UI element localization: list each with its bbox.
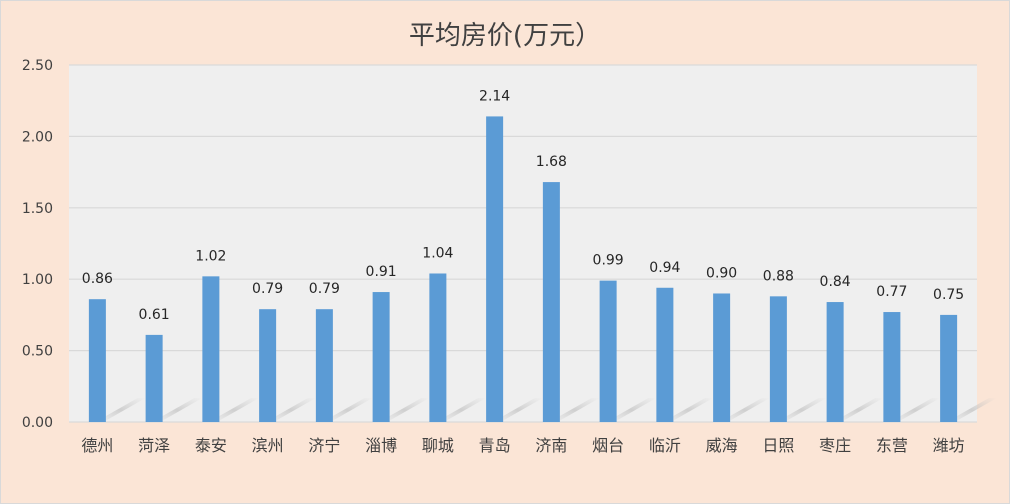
bar-shadow (889, 398, 941, 422)
x-category-label: 聊城 (422, 436, 454, 455)
bar-东营 (883, 312, 901, 422)
bar-日照 (769, 296, 787, 422)
bar-shadow (776, 398, 827, 422)
bar-威海 (713, 293, 731, 422)
bar-潍坊 (940, 314, 958, 422)
data-labels: 0.86 0.61 1.02 0.79 0.79 0.91 1.04 2.14 1.68 0.99… (82, 88, 964, 322)
bars (88, 116, 958, 423)
data-label: 0.86 (82, 271, 113, 287)
bar-shadow (379, 398, 430, 422)
x-category-label: 东营 (876, 436, 908, 455)
data-label: 0.84 (820, 274, 851, 290)
x-category-label: 潍坊 (933, 436, 965, 455)
bar-shadow (152, 398, 203, 422)
plot-area (69, 65, 977, 422)
y-tick-label: 1.50 (22, 201, 53, 217)
bar-聊城 (429, 273, 447, 422)
bar-烟台 (599, 280, 617, 422)
x-category-label: 日照 (762, 436, 794, 455)
data-label: 0.94 (649, 260, 680, 276)
bar-临沂 (656, 287, 674, 422)
bar-shadow (208, 398, 260, 422)
x-category-label: 烟台 (592, 436, 624, 455)
x-category-label: 淄博 (365, 436, 397, 455)
bar-shadow (662, 398, 714, 422)
bar-泰安 (202, 276, 220, 422)
data-label: 0.88 (763, 268, 794, 284)
bar-shadow (719, 398, 770, 422)
bar-shadow (435, 398, 487, 422)
bar-shadow (606, 398, 657, 422)
data-label: 0.99 (593, 253, 624, 269)
bar-济南 (542, 182, 560, 422)
x-category-label: 滨州 (252, 436, 284, 455)
y-tick-label: 1.00 (22, 272, 53, 288)
bar-滨州 (259, 309, 277, 422)
x-category-label: 德州 (81, 436, 113, 455)
data-label: 1.02 (195, 248, 226, 264)
bar-shadow (549, 398, 600, 422)
data-label: 0.90 (706, 265, 737, 281)
y-tick-label: 2.50 (22, 58, 53, 74)
data-label: 1.04 (422, 245, 453, 261)
x-category-label: 济南 (535, 436, 567, 455)
x-category-label: 威海 (706, 436, 738, 455)
x-category-label: 泰安 (195, 436, 227, 455)
data-label: 2.14 (479, 88, 510, 104)
x-category-label: 枣庄 (819, 436, 851, 455)
data-label: 0.61 (139, 307, 170, 323)
x-category-label: 济宁 (308, 436, 340, 455)
data-label: 0.79 (252, 281, 283, 297)
x-category-label: 青岛 (479, 436, 511, 455)
x-axis-categories: 德州 菏泽 泰安 滨州 济宁 淄博 聊城 青岛 济南 烟台 临沂 威海 日照 枣庄 东营 潍坊 (81, 436, 964, 455)
x-category-label: 菏泽 (138, 436, 170, 455)
gridlines (69, 64, 977, 423)
bar-shadow (322, 398, 373, 422)
data-label: 0.79 (309, 281, 340, 297)
bar-shadow (95, 398, 146, 422)
bar-shadows (95, 398, 997, 422)
y-tick-label: 2.00 (22, 129, 53, 145)
chart-title: 平均房价(万元） (409, 21, 601, 51)
data-label: 0.91 (366, 264, 397, 280)
bar-枣庄 (826, 302, 844, 422)
data-label: 1.68 (536, 154, 567, 170)
bar-shadow (265, 398, 316, 422)
bar-济宁 (315, 309, 333, 422)
data-label: 0.75 (933, 287, 964, 303)
y-tick-label: 0.50 (22, 344, 53, 360)
y-tick-label: 0.00 (22, 415, 53, 431)
x-category-label: 临沂 (649, 436, 681, 455)
data-label: 0.77 (876, 284, 907, 300)
bar-shadow (946, 398, 997, 422)
bar-德州 (88, 299, 106, 422)
bar-淄博 (372, 292, 390, 422)
bar-青岛 (486, 116, 504, 423)
bar-shadow (833, 398, 884, 422)
y-axis-ticks: 0.00 0.50 1.00 1.50 2.00 2.50 (22, 58, 53, 431)
bar-菏泽 (145, 334, 163, 422)
bar-shadow (492, 398, 543, 422)
